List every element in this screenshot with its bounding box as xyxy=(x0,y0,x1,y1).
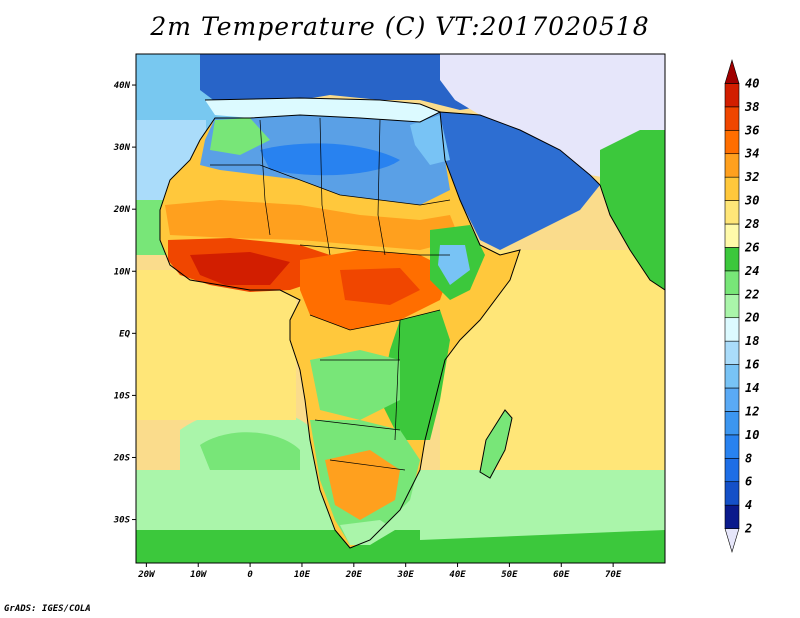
colorbar-label: 4 xyxy=(745,498,752,512)
grads-credit: GrADS: IGES/COLA xyxy=(4,604,91,614)
colorbar-label: 2 xyxy=(744,522,752,536)
colorbar-swatch xyxy=(724,106,740,131)
colorbar-label: 6 xyxy=(745,475,752,489)
colorbar-swatch xyxy=(724,293,740,319)
x-tick-label: 70E xyxy=(605,570,622,580)
colorbar-label: 40 xyxy=(745,76,759,90)
colorbar-label: 36 xyxy=(744,123,759,137)
colorbar-swatch xyxy=(724,528,740,554)
colorbar-label: 22 xyxy=(744,287,759,301)
colorbar-swatch xyxy=(724,58,740,84)
colorbar-swatch xyxy=(724,153,740,178)
kalahari-warm xyxy=(325,450,400,520)
colorbar-label: 26 xyxy=(744,240,759,254)
colorbar-swatch xyxy=(724,340,740,365)
colorbar-label: 34 xyxy=(744,147,759,161)
south-atlantic-cool-2 xyxy=(200,432,300,470)
coastlines xyxy=(159,97,665,549)
x-tick-label: 20W xyxy=(137,570,156,580)
x-tick-label: 50E xyxy=(501,570,518,580)
colorbar-swatch xyxy=(724,223,740,248)
colorbar-label: 18 xyxy=(745,334,759,348)
colorbar-swatch xyxy=(724,83,740,108)
colorbar-label: 38 xyxy=(744,100,759,114)
india-land xyxy=(600,130,665,290)
colorbar-swatch xyxy=(724,317,740,342)
colorbar-label: 24 xyxy=(744,264,759,278)
colorbar-swatch xyxy=(724,387,740,412)
sahara-core xyxy=(260,143,400,176)
colorbar-swatch xyxy=(724,200,740,225)
gulf-guinea-warm xyxy=(136,270,296,420)
colorbar-swatch xyxy=(724,364,740,389)
colorbar-swatch xyxy=(724,434,740,459)
y-tick-label: 40N xyxy=(114,81,131,91)
colorbar-label: 30 xyxy=(744,194,759,208)
maghreb-green xyxy=(210,118,270,155)
south-indian-cool xyxy=(420,475,665,540)
colorbar-label: 8 xyxy=(745,451,752,465)
colorbar-swatch xyxy=(724,481,740,506)
y-tick-label: 20N xyxy=(113,205,131,215)
colorbar-label: 32 xyxy=(744,170,759,184)
colorbar-swatch xyxy=(724,129,740,155)
map-title: 2m Temperature (C) VT:2017020518 xyxy=(150,12,650,41)
y-tick-label: 30S xyxy=(113,516,131,526)
colorbar-label: 28 xyxy=(744,217,759,231)
colorbar-label: 14 xyxy=(745,381,759,395)
east-africa-green xyxy=(380,310,450,440)
colorbar-swatch xyxy=(724,247,740,272)
y-tick-label: EQ xyxy=(119,329,130,339)
madagascar xyxy=(480,410,512,478)
y-axis-ticks: 40N 30N 20N 10N EQ 10S 20S 30S xyxy=(113,81,136,526)
x-tick-label: 0 xyxy=(247,570,253,580)
x-tick-label: 10E xyxy=(294,570,311,580)
map-frame xyxy=(135,53,666,564)
y-tick-label: 10N xyxy=(114,267,131,277)
x-tick-label: 30E xyxy=(397,570,415,580)
arabia-land xyxy=(440,112,600,250)
y-tick-label: 10S xyxy=(114,391,131,401)
x-tick-label: 20E xyxy=(345,570,363,580)
colorbar-label: 10 xyxy=(745,428,759,442)
colorbar-swatch xyxy=(724,457,740,483)
colorbar-swatch xyxy=(724,411,740,436)
x-tick-label: 40E xyxy=(449,570,466,580)
cape-cool xyxy=(340,520,395,545)
x-tick-label: 10W xyxy=(190,570,208,580)
colorbar-swatch xyxy=(724,176,740,201)
y-tick-label: 30N xyxy=(113,143,131,153)
egypt-band xyxy=(410,115,450,165)
south-ocean-band-2 xyxy=(136,530,665,563)
gabon-band xyxy=(290,315,320,360)
y-tick-label: 20S xyxy=(113,453,131,463)
country-borders xyxy=(210,117,451,471)
map-field xyxy=(136,54,665,563)
colorbar-label: 20 xyxy=(744,311,759,325)
colorbar-label: 16 xyxy=(745,358,759,372)
central-africa-core xyxy=(340,268,420,305)
west-africa-core xyxy=(190,252,290,285)
angola-green xyxy=(310,350,400,420)
colorbar-swatch xyxy=(724,504,740,529)
mediterranean-sea xyxy=(205,98,440,122)
x-axis-ticks: 20W 10W 0 10E 20E 30E 40E 50E 60E 70E xyxy=(137,563,622,580)
colorbar-swatch xyxy=(724,270,740,295)
x-tick-label: 60E xyxy=(553,570,570,580)
sahel-warm xyxy=(165,200,460,250)
colorbar-label: 12 xyxy=(745,404,759,418)
